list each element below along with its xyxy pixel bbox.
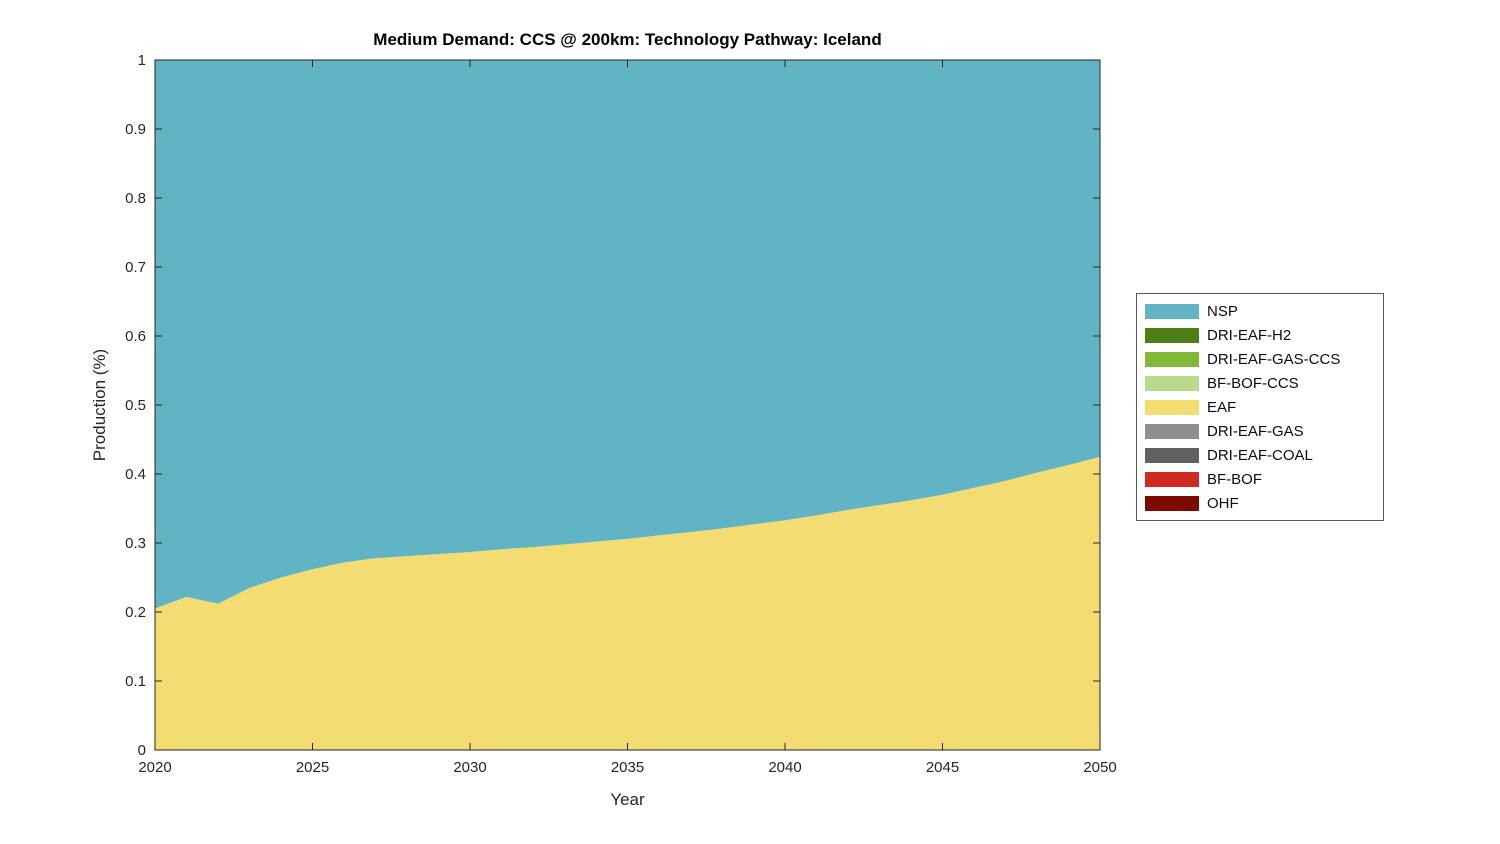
legend: NSP DRI-EAF-H2 DRI-EAF-GAS-CCS BF-BOF-CCS EA… bbox=[1136, 293, 1384, 521]
x-tick-label: 2020 bbox=[138, 759, 171, 776]
legend-swatch bbox=[1145, 471, 1199, 487]
legend-item: NSP bbox=[1145, 299, 1383, 323]
x-tick-label: 2030 bbox=[453, 759, 486, 776]
y-tick-label: 0.4 bbox=[125, 466, 146, 483]
y-tick-label: 0.3 bbox=[125, 535, 146, 552]
legend-swatch bbox=[1145, 327, 1199, 343]
y-tick-label: 1 bbox=[138, 52, 146, 69]
legend-item: DRI-EAF-GAS bbox=[1145, 419, 1383, 443]
legend-item: BF-BOF bbox=[1145, 467, 1383, 491]
legend-swatch bbox=[1145, 375, 1199, 391]
legend-label: DRI-EAF-GAS-CCS bbox=[1207, 350, 1341, 368]
y-tick-label: 0.1 bbox=[125, 673, 146, 690]
legend-swatch bbox=[1145, 423, 1199, 439]
x-axis-label: Year bbox=[610, 790, 645, 809]
legend-swatch bbox=[1145, 303, 1199, 319]
x-tick-label: 2035 bbox=[611, 759, 644, 776]
legend-item: DRI-EAF-COAL bbox=[1145, 443, 1383, 467]
legend-swatch bbox=[1145, 399, 1199, 415]
area-NSP bbox=[155, 60, 1100, 609]
legend-swatch bbox=[1145, 351, 1199, 367]
legend-label: DRI-EAF-H2 bbox=[1207, 326, 1292, 344]
legend-label: BF-BOF bbox=[1207, 470, 1262, 488]
legend-label: EAF bbox=[1207, 398, 1237, 416]
legend-item: OHF bbox=[1145, 491, 1383, 515]
legend-label: DRI-EAF-COAL bbox=[1207, 446, 1313, 464]
x-tick-label: 2050 bbox=[1083, 759, 1116, 776]
legend-item: EAF bbox=[1145, 395, 1383, 419]
x-tick-label: 2025 bbox=[296, 759, 329, 776]
y-tick-label: 0.7 bbox=[125, 259, 146, 276]
y-tick-label: 0.8 bbox=[125, 190, 146, 207]
area-EAF bbox=[155, 456, 1100, 750]
y-tick-label: 0 bbox=[138, 742, 146, 759]
legend-item: DRI-EAF-GAS-CCS bbox=[1145, 347, 1383, 371]
legend-label: NSP bbox=[1207, 302, 1238, 320]
y-tick-label: 0.9 bbox=[125, 121, 146, 138]
legend-item: BF-BOF-CCS bbox=[1145, 371, 1383, 395]
x-tick-label: 2045 bbox=[926, 759, 959, 776]
legend-label: DRI-EAF-GAS bbox=[1207, 422, 1304, 440]
legend-label: BF-BOF-CCS bbox=[1207, 374, 1299, 392]
legend-swatch bbox=[1145, 447, 1199, 463]
x-tick-label: 2040 bbox=[768, 759, 801, 776]
y-tick-label: 0.6 bbox=[125, 328, 146, 345]
legend-swatch bbox=[1145, 495, 1199, 511]
chart-title: Medium Demand: CCS @ 200km: Technology P… bbox=[373, 30, 882, 49]
y-tick-label: 0.5 bbox=[125, 397, 146, 414]
legend-label: OHF bbox=[1207, 494, 1239, 512]
y-tick-label: 0.2 bbox=[125, 604, 146, 621]
legend-item: DRI-EAF-H2 bbox=[1145, 323, 1383, 347]
